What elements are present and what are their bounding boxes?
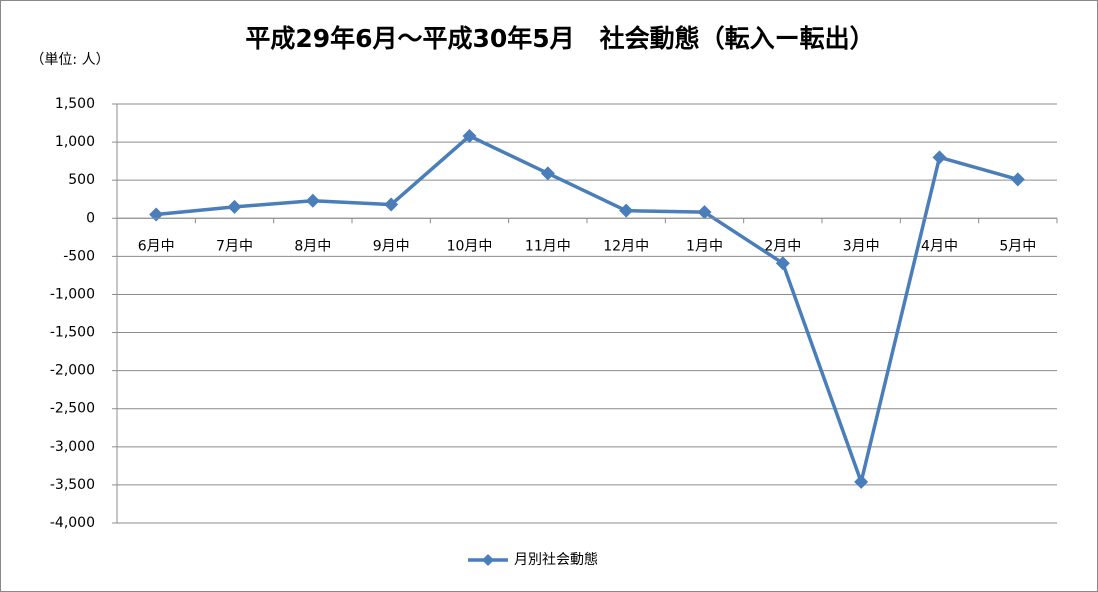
legend-label: 月別社会動態: [514, 552, 598, 568]
data-point: [462, 128, 477, 143]
x-tick-label: 5月中: [999, 238, 1036, 254]
x-tick-label: 1月中: [686, 238, 723, 254]
y-tick-label: 1,000: [55, 134, 95, 150]
y-tick-label: -2,500: [50, 401, 95, 417]
x-tick-label: 11月中: [525, 238, 571, 254]
unit-label: （単位: 人）: [30, 52, 109, 68]
y-tick-label: -3,500: [50, 477, 95, 493]
x-tick-label: 12月中: [603, 238, 649, 254]
y-tick-label: -3,000: [50, 439, 95, 455]
x-tick-label: 3月中: [843, 238, 880, 254]
y-tick-label: 0: [86, 210, 95, 226]
data-point: [1010, 172, 1025, 187]
x-tick-label: 6月中: [138, 238, 175, 254]
x-tick-label: 7月中: [216, 238, 253, 254]
y-tick-label: -1,500: [50, 325, 95, 341]
data-point: [775, 256, 790, 271]
y-tick-label: -4,000: [50, 515, 95, 531]
chart-title: 平成29年6月～平成30年5月 社会動態（転入ー転出）: [245, 24, 874, 53]
y-tick-label: -2,000: [50, 363, 95, 379]
data-point: [540, 166, 555, 181]
data-point: [619, 203, 634, 218]
x-tick-label: 4月中: [921, 238, 958, 254]
data-point: [384, 197, 399, 212]
x-tick-label: 2月中: [764, 238, 801, 254]
x-tick-label: 10月中: [447, 238, 493, 254]
y-tick-label: -500: [63, 248, 95, 264]
y-tick-label: -1,000: [50, 286, 95, 302]
y-tick-label: 500: [68, 172, 95, 188]
data-point: [227, 199, 242, 214]
x-tick-label: 9月中: [373, 238, 410, 254]
y-tick-label: 1,500: [55, 96, 95, 112]
data-point: [932, 150, 947, 165]
x-tick-label: 8月中: [294, 238, 331, 254]
data-point: [854, 474, 869, 489]
data-point: [305, 193, 320, 208]
data-point: [697, 205, 712, 220]
legend-marker: [482, 554, 494, 566]
data-line: [155, 134, 1019, 484]
